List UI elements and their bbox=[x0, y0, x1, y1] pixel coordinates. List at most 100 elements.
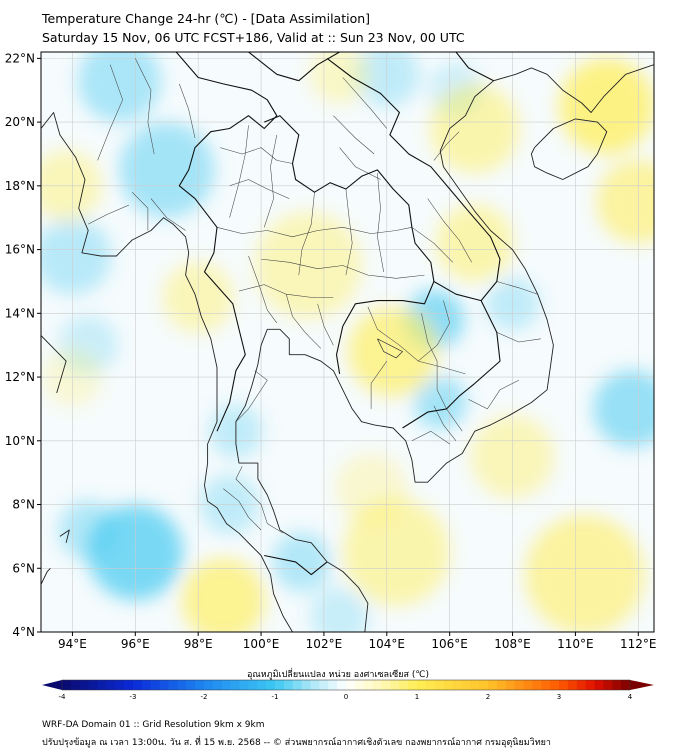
colorbar-segment bbox=[88, 680, 98, 690]
province-boundary-6 bbox=[345, 188, 353, 276]
province-boundary-21 bbox=[418, 300, 450, 362]
lon-tick-label-0: 94°E bbox=[58, 637, 87, 651]
province-boundary-33 bbox=[132, 192, 149, 231]
colorbar-segment bbox=[319, 680, 329, 690]
colorbar-tick-label-0: -4 bbox=[59, 693, 67, 700]
colorbar-segment bbox=[186, 680, 196, 690]
lon-tick-label-7: 108°E bbox=[494, 637, 531, 651]
footer-update-info: ปรับปรุงข้อมูล ณ เวลา 13:00น. วัน ส. ที่… bbox=[42, 738, 551, 748]
colorbar-tick-label-7: 3 bbox=[557, 693, 561, 700]
province-boundary-23 bbox=[370, 360, 388, 409]
colorbar-segment bbox=[310, 680, 320, 690]
cool-anomaly-4 bbox=[593, 370, 654, 448]
province-boundary-12 bbox=[317, 303, 334, 346]
colorbar-tick-label-5: 1 bbox=[415, 693, 419, 700]
province-boundary-13 bbox=[235, 370, 268, 422]
lat-tick-label-9: 4°N bbox=[12, 625, 35, 639]
longitude-labels: 94°E 96°E 98°E 100°E 102°E 104°E 106°E 108°E 110… bbox=[58, 632, 657, 651]
coastline-2 bbox=[530, 118, 608, 180]
lon-tick-label-6: 106°E bbox=[431, 637, 468, 651]
warm-anomaly-9 bbox=[342, 498, 450, 607]
colorbar-tick-label-8: 4 bbox=[628, 693, 633, 700]
colorbar-segment bbox=[505, 680, 516, 690]
colorbar-segment bbox=[594, 680, 604, 690]
colorbar-segment bbox=[106, 680, 116, 690]
map-frame bbox=[40, 51, 655, 633]
colorbar-tick-label-2: -2 bbox=[201, 693, 208, 700]
colorbar-segment bbox=[576, 680, 587, 690]
map-subtitle: Saturday 15 Nov, 06 UTC FCST+186, Valid … bbox=[42, 30, 465, 45]
colorbar-segment bbox=[425, 680, 436, 690]
colorbar-outline bbox=[61, 679, 631, 691]
coastline-0 bbox=[41, 112, 293, 632]
cool-anomaly-15 bbox=[309, 586, 370, 632]
footer-domain-info: WRF-DA Domain 01 :: Grid Resolution 9km … bbox=[42, 720, 265, 730]
lat-tick-label-1: 20°N bbox=[5, 115, 35, 129]
warm-anomaly-3 bbox=[348, 306, 438, 397]
colorbar-segment bbox=[266, 680, 276, 690]
province-boundary-31 bbox=[97, 64, 123, 161]
province-boundary-34 bbox=[88, 204, 130, 225]
colorbar-segment bbox=[275, 680, 285, 690]
lon-tick-label-2: 98°E bbox=[184, 637, 213, 651]
colorbar-segment bbox=[612, 680, 622, 690]
colorbar-tick-label-3: -1 bbox=[272, 693, 279, 700]
colorbar-segment bbox=[292, 680, 303, 690]
lon-tick-label-1: 96°E bbox=[121, 637, 150, 651]
colorbar-segment bbox=[115, 680, 125, 690]
warm-anomaly-0 bbox=[559, 58, 654, 154]
lon-tick-label-4: 102°E bbox=[306, 637, 343, 651]
province-boundary-8 bbox=[261, 258, 425, 279]
cool-anomaly-3 bbox=[413, 375, 468, 430]
colorbar-segment bbox=[390, 680, 400, 690]
colorbar-segment bbox=[434, 680, 445, 690]
cool-anomaly-10 bbox=[272, 532, 332, 592]
province-boundary-18 bbox=[339, 147, 381, 180]
province-boundary-7 bbox=[377, 173, 384, 272]
colorbar-segment bbox=[195, 680, 205, 690]
colorbar-segment bbox=[496, 680, 507, 690]
colorbar-segment bbox=[603, 680, 613, 690]
country-border-6 bbox=[455, 52, 494, 82]
warm-anomaly-4 bbox=[435, 204, 514, 283]
colorbar-segment bbox=[488, 680, 498, 690]
province-boundary-32 bbox=[150, 198, 186, 231]
province-boundary-10 bbox=[248, 255, 278, 324]
province-boundary-2 bbox=[229, 125, 249, 218]
colorbar-segment bbox=[239, 680, 249, 690]
colorbar: -4 -3 -2 -1 0 1 2 3 4 bbox=[42, 679, 654, 700]
country-border-0 bbox=[175, 52, 278, 432]
colorbar-segment bbox=[328, 680, 338, 690]
colorbar-segment bbox=[257, 680, 267, 690]
colorbar-title: อุณหภูมิเปลี่ยนแปลง หน่วย องศาเซลเซียส (… bbox=[246, 670, 430, 680]
lon-tick-label-8: 110°E bbox=[557, 637, 594, 651]
province-boundary-15 bbox=[223, 488, 262, 531]
colorbar-segment bbox=[621, 680, 631, 690]
colorbar-segment bbox=[372, 680, 382, 690]
province-boundary-30 bbox=[135, 58, 155, 155]
colorbar-segment bbox=[461, 680, 471, 690]
cool-anomaly-1 bbox=[58, 500, 119, 560]
lat-tick-label-5: 12°N bbox=[5, 370, 35, 384]
colorbar-segment bbox=[585, 680, 595, 690]
lat-tick-label-0: 22°N bbox=[5, 51, 35, 65]
country-border-4 bbox=[264, 554, 328, 576]
province-boundary-27 bbox=[496, 332, 541, 343]
colorbar-min-extend bbox=[42, 680, 62, 690]
colorbar-tick-label-6: 2 bbox=[486, 693, 490, 700]
colorbar-segment bbox=[337, 680, 347, 690]
colorbar-segment bbox=[381, 680, 391, 690]
colorbar-segment bbox=[248, 680, 258, 690]
lat-tick-label-3: 16°N bbox=[5, 243, 35, 257]
colorbar-segment bbox=[346, 680, 356, 690]
colorbar-segment bbox=[79, 680, 90, 690]
cool-anomaly-6 bbox=[77, 52, 162, 123]
colorbar-segment bbox=[567, 680, 578, 690]
temperature-field bbox=[41, 52, 654, 632]
map-title: Temperature Change 24-hr (℃) - [Data Ass… bbox=[42, 11, 371, 26]
cool-anomaly-11 bbox=[41, 217, 112, 295]
colorbar-segment bbox=[417, 680, 427, 690]
colorbar-segment bbox=[479, 680, 489, 690]
temperature-change-map: 22°N 20°N 18°N 16°N 14°N 12°N 10°N 8°N 6°N 4°N 94… bbox=[5, 51, 657, 700]
colorbar-segment bbox=[141, 680, 152, 690]
